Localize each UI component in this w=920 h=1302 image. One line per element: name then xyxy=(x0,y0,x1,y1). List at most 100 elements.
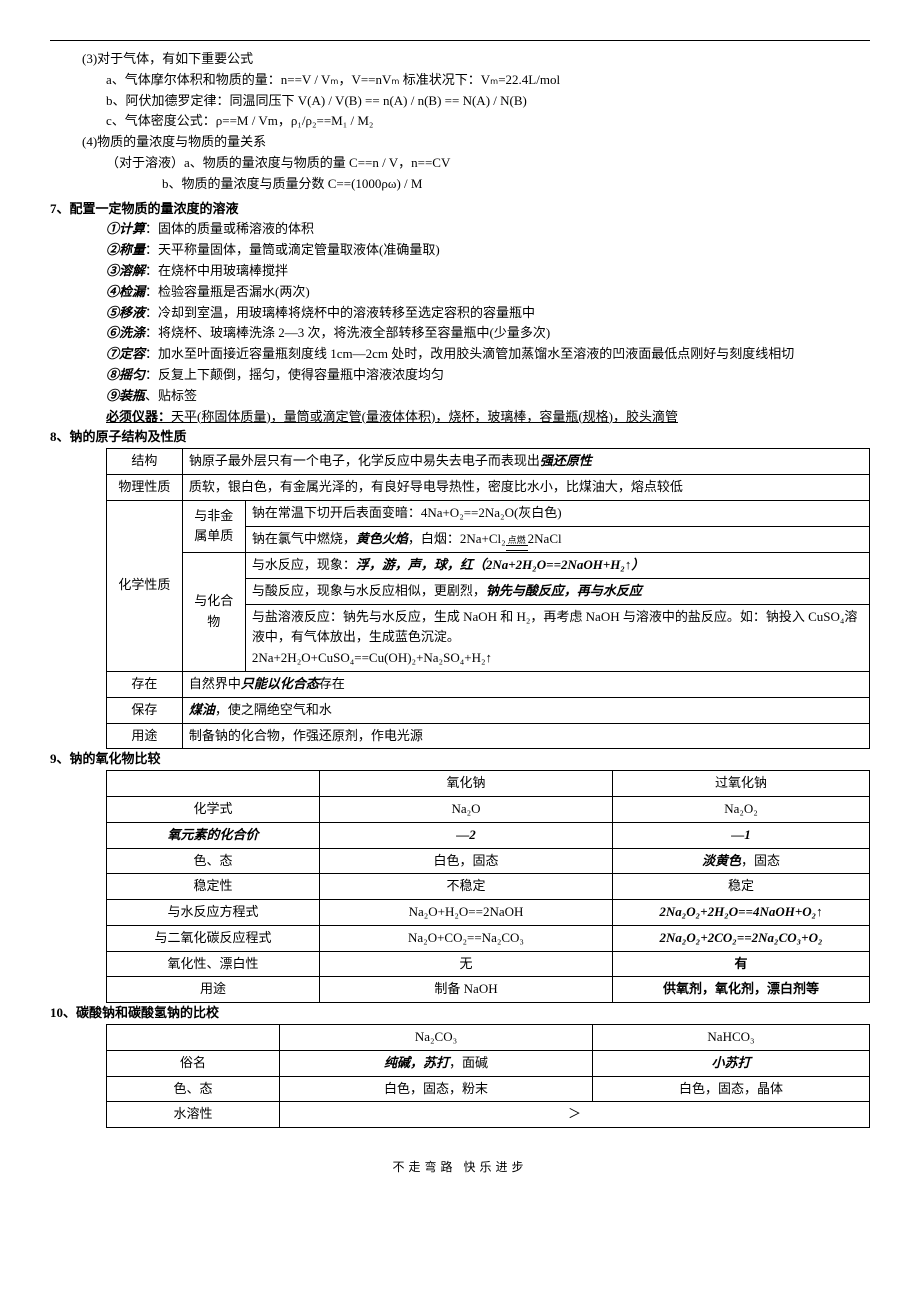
page-footer: 不走弯路 快乐进步 xyxy=(50,1158,870,1177)
t2-r4c2: 不稳定 xyxy=(320,874,613,900)
s7-step5: ⑤移液：冷却到室温，用玻璃棒将烧杯中的溶液转移至选定容积的容量瓶中 xyxy=(50,303,870,324)
t2-r8c2: 制备 NaOH xyxy=(320,977,613,1003)
t1-r9c1: 保存 xyxy=(107,697,183,723)
t1-r1c2-emph: 强还原性 xyxy=(540,453,592,468)
t2-r3c2: 白色，固态 xyxy=(320,848,613,874)
s7-step4-label: ④检漏 xyxy=(106,284,145,299)
t3-h2: Na₂CO₃ xyxy=(280,1025,593,1051)
t2-r5c1: 与水反应方程式 xyxy=(107,900,320,926)
t2-r3c3: 淡黄色，固态 xyxy=(613,848,870,874)
t1-r9-b: ，使之隔绝空气和水 xyxy=(215,702,332,717)
t1-r6-a: 与酸反应，现象与水反应相似，更剧烈， xyxy=(252,583,486,598)
t2-r2c3: —1 xyxy=(613,822,870,848)
t3-r2c2: 白色，固态，粉末 xyxy=(280,1076,593,1102)
t1-r5c3: 与水反应，现象：浮，游，声，球，红（2Na+2H₂O==2NaOH+H₂↑） xyxy=(245,552,869,578)
t3-r2c3: 白色，固态，晶体 xyxy=(593,1076,870,1102)
t2-r2c1: 氧元素的化合价 xyxy=(107,822,320,848)
s7-step8: ⑧摇匀：反复上下颠倒，摇匀，使得容量瓶中溶液浓度均匀 xyxy=(50,365,870,386)
p3-c: c、气体密度公式：ρ==M / Vm，ρ₁/ρ₂==M₁ / M₂ xyxy=(50,111,870,132)
t1-r3c1: 化学性质 xyxy=(107,500,183,671)
t3-r1c2: 纯碱，苏打，面碱 xyxy=(280,1050,593,1076)
t3-r3c1: 水溶性 xyxy=(107,1102,280,1128)
p3-intro: (3)对于气体，有如下重要公式 xyxy=(50,49,870,70)
s7-instruments: 必须仪器：天平(称固体质量)，量筒或滴定管(量液体体积)，烧杯，玻璃棒，容量瓶(… xyxy=(50,407,870,428)
s7-step1-text: ：固体的质量或稀溶液的体积 xyxy=(145,221,314,236)
t2-h1 xyxy=(107,771,320,797)
t1-r4-b: 黄色火焰 xyxy=(356,531,408,546)
s7-title: 7、配置一定物质的量浓度的溶液 xyxy=(50,199,870,220)
s9-title: 9、钠的氧化物比较 xyxy=(50,749,870,770)
t1-r1c2: 钠原子最外层只有一个电子，化学反应中易失去电子而表现出强还原性 xyxy=(182,449,869,475)
s7-step9-text: 、贴标签 xyxy=(145,388,197,403)
carbonate-compare-table: Na₂CO₃ NaHCO₃ 俗名 纯碱，苏打，面碱 小苏打 色、态 白色，固态，… xyxy=(106,1024,870,1128)
t3-r1c1: 俗名 xyxy=(107,1050,280,1076)
t1-r9c2: 煤油，使之隔绝空气和水 xyxy=(182,697,869,723)
t2-r3c3-emph: 淡黄色 xyxy=(702,853,741,868)
t3-r1c3: 小苏打 xyxy=(593,1050,870,1076)
t2-r8c1: 用途 xyxy=(107,977,320,1003)
t1-r8-b: 只能以化合态 xyxy=(241,676,319,691)
t3-h3: NaHCO₃ xyxy=(593,1025,870,1051)
s8-title: 8、钠的原子结构及性质 xyxy=(50,427,870,448)
t2-h3: 过氧化钠 xyxy=(613,771,870,797)
t2-r7c2: 无 xyxy=(320,951,613,977)
t1-r1c2-text: 钠原子最外层只有一个电子，化学反应中易失去电子而表现出 xyxy=(189,453,540,468)
s7-step5-label: ⑤移液 xyxy=(106,305,145,320)
t1-r6-b: 钠先与酸反应，再与水反应 xyxy=(486,583,642,598)
t1-r1c1: 结构 xyxy=(107,449,183,475)
s7-step3-text: ：在烧杯中用玻璃棒搅拌 xyxy=(145,263,288,278)
t1-r9-a: 煤油 xyxy=(189,702,215,717)
s7-step9-label: ⑨装瓶 xyxy=(106,388,145,403)
s7-step3: ③溶解：在烧杯中用玻璃棒搅拌 xyxy=(50,261,870,282)
t3-h1 xyxy=(107,1025,280,1051)
t1-r8c1: 存在 xyxy=(107,671,183,697)
t1-r4-c: ，白烟：2Na+Cl₂ xyxy=(408,531,506,546)
t1-r2c1: 物理性质 xyxy=(107,474,183,500)
t1-r6c3: 与酸反应，现象与水反应相似，更剧烈，钠先与酸反应，再与水反应 xyxy=(245,578,869,604)
s7-step1: ①计算：固体的质量或稀溶液的体积 xyxy=(50,219,870,240)
oxide-compare-table: 氧化钠 过氧化钠 化学式Na₂ONa₂O₂ 氧元素的化合价—2—1 色、态白色，… xyxy=(106,770,870,1003)
t1-r8-a: 自然界中 xyxy=(189,676,241,691)
t2-r7c3: 有 xyxy=(613,951,870,977)
t2-r7c1: 氧化性、漂白性 xyxy=(107,951,320,977)
s7-instr-text: 天平(称固体质量)，量筒或滴定管(量液体体积)，烧杯，玻璃棒，容量瓶(规格)，胶… xyxy=(171,409,678,424)
t2-r3c3-tail: ，固态 xyxy=(741,853,780,868)
t1-r7c3: 与盐溶液反应：钠先与水反应，生成 NaOH 和 H₂，再考虑 NaOH 与溶液中… xyxy=(245,604,869,671)
t1-r7-b: 2Na+2H₂O+CuSO₄==Cu(OH)₂+Na₂SO₄+H₂↑ xyxy=(252,650,492,665)
s7-step7-text: ：加水至叶面接近容量瓶刻度线 1cm—2cm 处时，改用胶头滴管加蒸馏水至溶液的… xyxy=(145,346,794,361)
s7-step2: ②称量：天平称量固体，量筒或滴定管量取液体(准确量取) xyxy=(50,240,870,261)
t1-r3c3: 钠在常温下切开后表面变暗：4Na+O₂==2Na₂O(灰白色) xyxy=(245,500,869,526)
t1-r8c2: 自然界中只能以化合态存在 xyxy=(182,671,869,697)
t3-r2c1: 色、态 xyxy=(107,1076,280,1102)
t2-h2: 氧化钠 xyxy=(320,771,613,797)
t2-r6c2: Na₂O+CO₂==Na₂CO₃ xyxy=(320,925,613,951)
s7-step8-label: ⑧摇匀 xyxy=(106,367,145,382)
s7-step4-text: ：检验容量瓶是否漏水(两次) xyxy=(145,284,310,299)
t1-r8-c: 存在 xyxy=(319,676,345,691)
s7-step8-text: ：反复上下颠倒，摇匀，使得容量瓶中溶液浓度均匀 xyxy=(145,367,444,382)
t1-r7-a: 与盐溶液反应：钠先与水反应，生成 NaOH 和 H₂，再考虑 NaOH 与溶液中… xyxy=(252,609,858,645)
s7-step2-label: ②称量 xyxy=(106,242,145,257)
t3-r1c2-tail: ，面碱 xyxy=(449,1055,488,1070)
s10-title: 10、碳酸钠和碳酸氢钠的比校 xyxy=(50,1003,870,1024)
s7-step7: ⑦定容：加水至叶面接近容量瓶刻度线 1cm—2cm 处时，改用胶头滴管加蒸馏水至… xyxy=(50,344,870,365)
s7-step1-label: ①计算 xyxy=(106,221,145,236)
t2-r2c2: —2 xyxy=(320,822,613,848)
t2-r4c3: 稳定 xyxy=(613,874,870,900)
top-rule xyxy=(50,40,870,41)
t3-r1c2-emph: 纯碱，苏打 xyxy=(384,1055,449,1070)
t1-r4-d: 2NaCl xyxy=(528,531,562,546)
t1-r4-cond: 点燃 xyxy=(506,535,528,546)
t1-r5-b: 浮，游，声，球，红（2Na+2H₂O==2NaOH+H₂↑） xyxy=(356,557,645,572)
t2-r5c3: 2Na₂O₂+2H₂O==4NaOH+O₂↑ xyxy=(613,900,870,926)
t2-r1c2: Na₂O xyxy=(320,796,613,822)
s7-step2-text: ：天平称量固体，量筒或滴定管量取液体(准确量取) xyxy=(145,242,440,257)
t1-r5c2: 与化合物 xyxy=(182,552,245,671)
t2-r1c3: Na₂O₂ xyxy=(613,796,870,822)
t2-r1c1: 化学式 xyxy=(107,796,320,822)
t2-r8c3: 供氧剂，氧化剂，漂白剂等 xyxy=(613,977,870,1003)
t1-r4-a: 钠在氯气中燃烧， xyxy=(252,531,356,546)
t2-r6c1: 与二氧化碳反应程式 xyxy=(107,925,320,951)
t2-r4c1: 稳定性 xyxy=(107,874,320,900)
s7-instr-label: 必须仪器： xyxy=(106,409,171,424)
